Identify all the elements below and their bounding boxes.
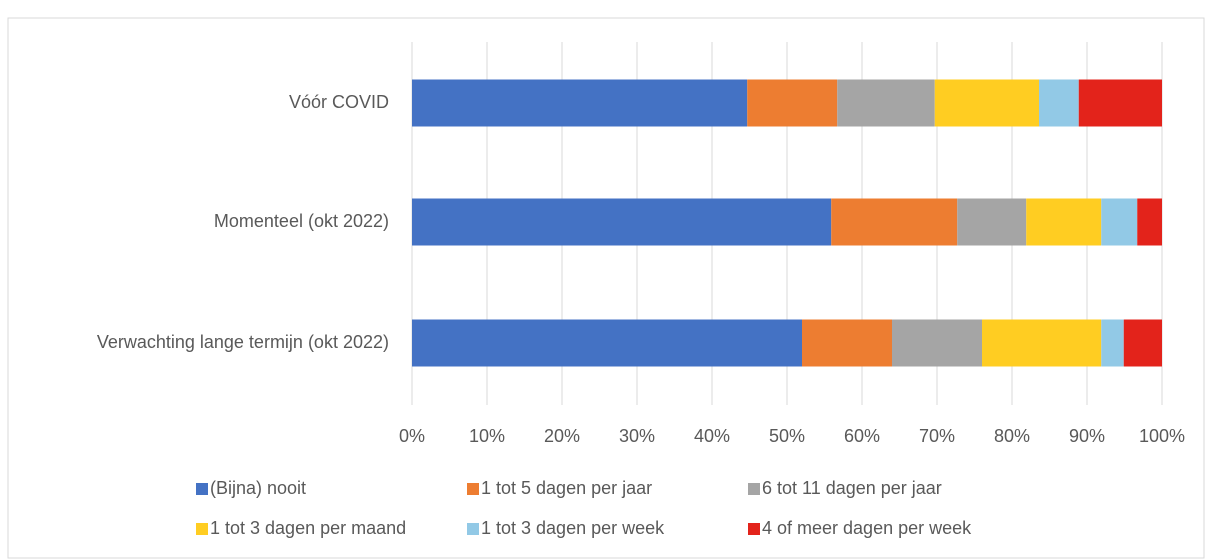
x-tick-label: 60% [844, 426, 880, 446]
bar-segment [747, 79, 838, 127]
x-tick-label: 10% [469, 426, 505, 446]
legend-swatch [196, 523, 208, 535]
bar-segment [1123, 319, 1162, 367]
bar-segment [1137, 198, 1162, 246]
x-tick-label: 20% [544, 426, 580, 446]
legend-swatch [467, 523, 479, 535]
bar-segment [802, 319, 892, 367]
legend-label: 1 tot 3 dagen per maand [210, 518, 406, 538]
bar-segment [412, 319, 802, 367]
legend-label: 4 of meer dagen per week [762, 518, 972, 538]
legend-swatch [748, 483, 760, 495]
bar-segment [412, 79, 748, 127]
x-tick-label: 40% [694, 426, 730, 446]
bar-segment [1026, 198, 1102, 246]
bar-segment [982, 319, 1102, 367]
x-tick-label: 70% [919, 426, 955, 446]
bar-segment [1101, 198, 1138, 246]
y-tick-label: Momenteel (okt 2022) [214, 211, 389, 231]
y-tick-label: Verwachting lange termijn (okt 2022) [97, 332, 389, 352]
x-tick-label: 80% [994, 426, 1030, 446]
bar-segment [1101, 319, 1124, 367]
legend-label: (Bijna) nooit [210, 478, 306, 498]
bar-segment [957, 198, 1027, 246]
legend-swatch [467, 483, 479, 495]
bar-segment [934, 79, 1039, 127]
bar-segment [837, 79, 935, 127]
bar-segment [1039, 79, 1079, 127]
legend-label: 1 tot 3 dagen per week [481, 518, 665, 538]
x-tick-label: 0% [399, 426, 425, 446]
legend-swatch [748, 523, 760, 535]
x-tick-label: 100% [1139, 426, 1185, 446]
legend-label: 6 tot 11 dagen per jaar [762, 478, 942, 498]
bar-segment [892, 319, 982, 367]
x-tick-label: 30% [619, 426, 655, 446]
bar-segment [412, 198, 832, 246]
x-tick-label: 90% [1069, 426, 1105, 446]
bar-segment [1078, 79, 1162, 127]
bar-segment [831, 198, 958, 246]
x-tick-label: 50% [769, 426, 805, 446]
legend-label: 1 tot 5 dagen per jaar [481, 478, 652, 498]
legend-swatch [196, 483, 208, 495]
y-tick-label: Vóór COVID [289, 92, 389, 112]
